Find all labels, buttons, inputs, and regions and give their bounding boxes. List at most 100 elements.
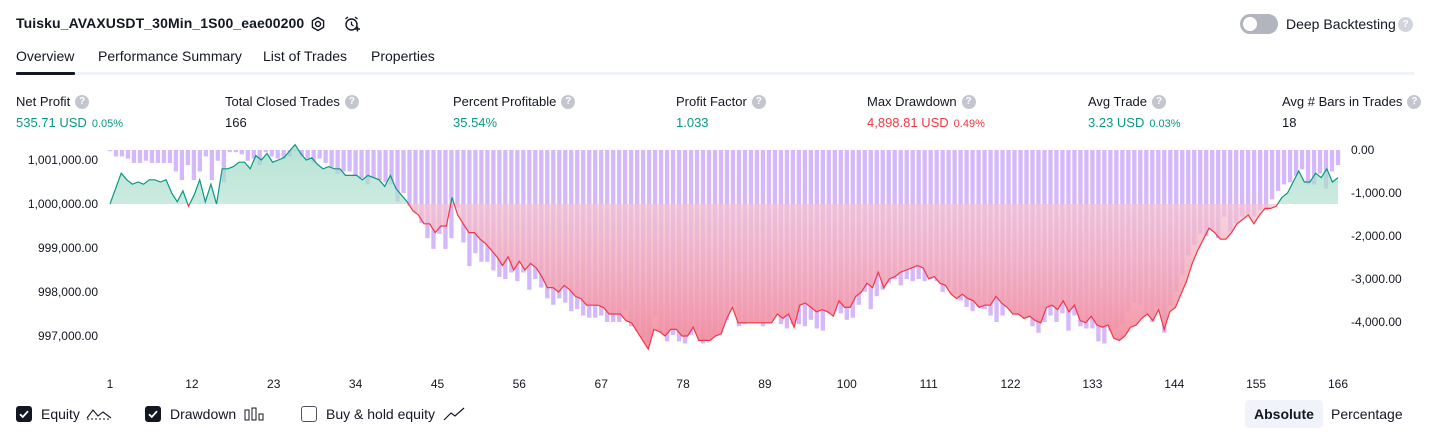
x-tick-label: 111 <box>920 377 939 391</box>
x-tick-label: 144 <box>1164 377 1184 391</box>
help-icon[interactable]: ? <box>561 94 576 109</box>
settings-icon[interactable] <box>308 14 328 34</box>
drawdown-bar <box>317 150 322 159</box>
drawdown-bar <box>371 150 376 178</box>
x-tick-label: 89 <box>758 377 772 391</box>
drawdown-bar <box>197 150 202 172</box>
help-icon[interactable]: ? <box>1152 94 1167 109</box>
buy-hold-line-icon <box>443 407 465 421</box>
equity-loss-fill <box>110 204 1338 350</box>
deep-backtesting-toggle[interactable] <box>1240 14 1278 34</box>
drawdown-bar <box>1210 150 1215 230</box>
drawdown-bar <box>1192 150 1197 245</box>
drawdown-bar <box>281 150 286 159</box>
drawdown-bar <box>437 150 442 234</box>
drawdown-bar <box>1198 150 1203 234</box>
drawdown-bar <box>1263 150 1269 211</box>
x-tick-label: 45 <box>431 377 445 391</box>
drawdown-bar <box>269 150 274 157</box>
drawdown-bar <box>251 150 256 159</box>
drawdown-bar <box>1246 150 1251 215</box>
legend-drawdown[interactable]: Drawdown <box>145 404 264 424</box>
legend-buy-hold-equity[interactable]: Buy & hold equity <box>301 404 465 424</box>
drawdown-bar <box>1251 150 1257 217</box>
drawdown-bar <box>203 150 208 157</box>
help-icon[interactable]: ? <box>751 94 766 109</box>
tab-overview[interactable]: Overview <box>16 48 75 64</box>
metric-profit-factor: Profit Factor? 1.033 <box>676 94 766 130</box>
drawdown-bar <box>407 150 412 206</box>
drawdown-bar <box>1335 150 1341 166</box>
equity-profit-fill <box>110 144 1338 204</box>
metric-percent-profitable: Percent Profitable? 35.54% <box>453 94 576 130</box>
y-tick-label: 998,000.00 <box>38 285 98 299</box>
drawdown-bar <box>107 150 113 152</box>
x-tick-label: 56 <box>513 377 527 391</box>
equity-drawdown-chart[interactable]: 1,001,000.00 1,000,000.00 999,000.00 998,00… <box>0 138 1431 396</box>
drawdown-bar <box>1240 150 1245 217</box>
drawdown-bar <box>1293 150 1299 176</box>
drawdown-bar <box>227 150 232 153</box>
y2-tick-label: -1,000.00 <box>1351 186 1402 200</box>
right-axis: 0.00 -1,000.00 -2,000.00 -3,000.00 -4,000.00 <box>1351 143 1402 329</box>
drawdown-bar <box>1257 150 1263 211</box>
drawdown-checkbox[interactable] <box>145 406 161 422</box>
help-icon[interactable]: ? <box>1407 94 1422 109</box>
drawdown-bar <box>455 150 460 209</box>
metric-value: 1.033 <box>676 114 709 130</box>
drawdown-bar <box>1186 150 1191 256</box>
metric-max-drawdown: Max Drawdown? 4,898.81 USD 0.49% <box>867 94 985 130</box>
x-tick-label: 78 <box>676 377 690 391</box>
drawdown-bar <box>329 150 334 168</box>
drawdown-bar <box>395 150 400 202</box>
drawdown-bar <box>209 150 214 181</box>
x-tick-label: 34 <box>349 377 363 391</box>
legend-equity[interactable]: Equity <box>16 404 112 424</box>
metric-label: Net Profit <box>16 94 71 109</box>
equity-line-profit <box>109 143 1339 204</box>
help-icon[interactable]: ? <box>1398 17 1413 32</box>
metric-value: 35.54% <box>453 114 498 130</box>
x-tick-label: 155 <box>1246 377 1266 391</box>
y2-tick-label: -2,000.00 <box>1351 229 1402 243</box>
deep-backtesting-label: Deep Backtesting <box>1286 16 1396 32</box>
x-tick-label: 23 <box>267 377 281 391</box>
strategy-title: Tuisku_AVAXUSDT_30Min_1S00_eae00200 <box>16 15 305 31</box>
drawdown-bar <box>113 150 119 157</box>
drawdown-bar <box>1299 150 1305 170</box>
x-tick-label: 12 <box>185 377 199 391</box>
drawdown-bar <box>1317 150 1323 174</box>
help-icon[interactable]: ? <box>961 94 976 109</box>
help-icon[interactable]: ? <box>344 94 359 109</box>
drawdown-bar <box>1228 150 1233 232</box>
equity-checkbox[interactable] <box>16 406 32 422</box>
absolute-button[interactable]: Absolute <box>1245 400 1323 428</box>
y-tick-label: 1,000,000.00 <box>28 197 98 211</box>
drawdown-bar <box>167 150 173 163</box>
y-tick-label: 997,000.00 <box>38 329 98 343</box>
drawdown-bar <box>215 150 220 161</box>
tab-list-of-trades[interactable]: List of Trades <box>263 48 348 64</box>
percentage-button[interactable]: Percentage <box>1331 406 1403 422</box>
drawdown-bar <box>131 150 137 163</box>
drawdown-bar <box>1222 150 1227 217</box>
drawdown-bar <box>143 150 149 161</box>
tab-performance-summary[interactable]: Performance Summary <box>98 48 242 64</box>
add-alert-icon[interactable] <box>342 14 362 34</box>
x-tick-label: 67 <box>595 377 609 391</box>
tab-properties[interactable]: Properties <box>371 48 435 64</box>
metric-net-profit: Net Profit? 535.71 USD 0.05% <box>16 94 123 130</box>
y-tick-label: 1,001,000.00 <box>28 153 98 167</box>
x-tick-label: 122 <box>1000 377 1020 391</box>
metric-percent: 0.49% <box>953 117 985 130</box>
metric-value: 166 <box>225 114 247 130</box>
drawdown-bar <box>443 150 448 249</box>
help-icon[interactable]: ? <box>75 94 90 109</box>
drawdown-bar <box>1234 150 1239 224</box>
metric-label: Avg Trade <box>1088 94 1148 109</box>
drawdown-bar <box>1275 150 1281 191</box>
drawdown-bar <box>1311 150 1317 185</box>
left-axis: 1,001,000.00 1,000,000.00 999,000.00 998,00… <box>28 153 98 343</box>
y-tick-label: 999,000.00 <box>38 241 98 255</box>
buy-hold-checkbox[interactable] <box>301 406 317 422</box>
